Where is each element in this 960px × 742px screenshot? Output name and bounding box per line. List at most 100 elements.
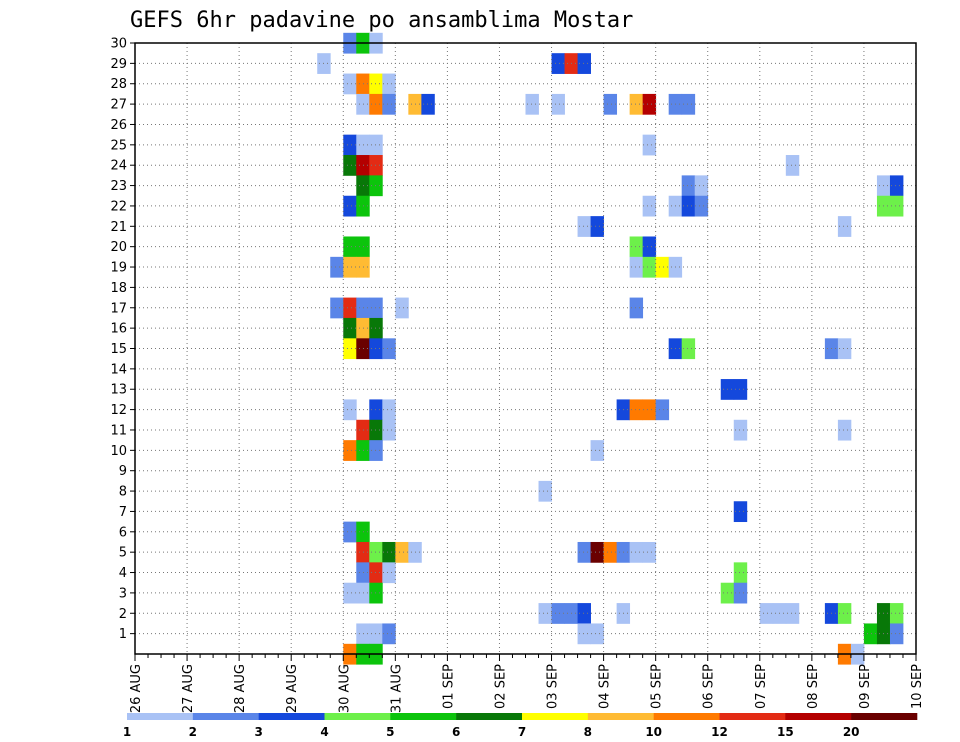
y-tick-label: 26	[110, 118, 127, 133]
legend-color-swatch	[192, 713, 259, 720]
heatmap-cell	[369, 582, 383, 604]
heatmap-cell	[382, 419, 396, 441]
heatmap-cell	[343, 195, 357, 217]
heatmap-cell	[681, 338, 696, 360]
y-tick-label: 10	[110, 444, 127, 459]
heatmap-cell	[382, 93, 396, 115]
x-tick-label: 08 SEP	[806, 664, 821, 709]
heatmap-cell	[577, 216, 591, 237]
y-tick-label: 16	[110, 322, 127, 337]
heatmap-cell	[538, 603, 552, 624]
heatmap-cell	[343, 256, 357, 278]
y-tick-label: 12	[110, 403, 127, 418]
heatmap-cell	[642, 134, 657, 156]
heatmap-cell	[629, 399, 644, 421]
heatmap-cell	[551, 53, 565, 74]
heatmap-cell	[343, 73, 357, 95]
heatmap-cell	[382, 562, 396, 584]
heatmap-cell	[343, 317, 357, 339]
heatmap-cell	[551, 93, 565, 115]
heatmap-cell	[889, 195, 904, 217]
legend-label: 20	[843, 725, 860, 739]
heatmap-cell	[733, 379, 748, 400]
heatmap-cell	[343, 236, 357, 258]
heatmap-cell	[382, 73, 396, 95]
heatmap-cell	[694, 175, 709, 197]
x-tick-label: 09 SEP	[858, 664, 873, 709]
heatmap-cell	[395, 541, 409, 563]
y-axis: 1234567891011121314151617181920212223242…	[110, 37, 135, 642]
heatmap-cell	[590, 623, 604, 645]
y-tick-label: 17	[110, 301, 127, 316]
heatmap-cell	[642, 236, 657, 258]
legend-color-swatch	[522, 713, 589, 720]
x-tick-label: 28 AUG	[233, 664, 248, 713]
heatmap-cell	[759, 603, 774, 624]
heatmap-cell	[356, 73, 370, 95]
heatmap-cell	[369, 562, 383, 584]
x-tick-label: 02 SEP	[493, 664, 508, 709]
y-tick-label: 27	[110, 98, 127, 113]
y-tick-label: 15	[110, 342, 127, 357]
legend-color-swatch	[653, 713, 720, 720]
heatmap-cell	[382, 399, 396, 421]
y-tick-label: 5	[119, 546, 127, 561]
heatmap-cell	[356, 236, 370, 258]
heatmap-cell	[369, 419, 383, 441]
heatmap-cell	[577, 541, 591, 563]
legend-label: 1	[123, 725, 131, 739]
y-tick-label: 25	[110, 138, 127, 153]
heatmap-cell	[330, 297, 344, 319]
heatmap-cell	[642, 195, 657, 217]
heatmap-cell	[629, 93, 644, 115]
heatmap-cell	[681, 93, 696, 115]
heatmap-cell	[681, 175, 696, 197]
legend-color-swatch	[258, 713, 325, 720]
heatmap-cell	[551, 603, 565, 624]
heatmap-cell	[356, 155, 370, 176]
y-tick-label: 29	[110, 57, 127, 72]
heatmap-cell	[733, 419, 748, 441]
x-tick-label: 10 SEP	[910, 664, 925, 709]
heatmap-cell	[343, 521, 357, 543]
heatmap-cell	[356, 562, 370, 584]
legend-label: 2	[189, 725, 197, 739]
heatmap-cell	[733, 582, 748, 604]
x-tick-label: 04 SEP	[598, 664, 613, 709]
legend-color-swatch	[785, 713, 852, 720]
heatmap-cell	[356, 440, 370, 461]
y-tick-label: 6	[119, 525, 127, 540]
y-tick-label: 2	[119, 607, 127, 622]
y-tick-label: 14	[110, 362, 127, 377]
heatmap-cell	[538, 480, 552, 502]
heatmap-cell	[356, 317, 370, 339]
y-tick-label: 20	[110, 240, 127, 255]
y-tick-label: 7	[119, 505, 127, 520]
heatmap-cell	[343, 297, 357, 319]
heatmap-cell	[356, 338, 370, 360]
heatmap-cell	[369, 297, 383, 319]
x-tick-label: 30 AUG	[337, 664, 352, 713]
legend-label: 8	[584, 725, 592, 739]
legend: 1 2 3 4 5 6 7 8 10 12 15 20	[123, 713, 918, 739]
heatmap-cell	[837, 216, 852, 237]
heatmap-cell	[642, 541, 657, 563]
heatmap-cell	[733, 562, 748, 584]
heatmap-cell	[421, 93, 435, 115]
heatmap-cell	[694, 195, 709, 217]
heatmap-cell	[369, 623, 383, 645]
legend-label: 3	[254, 725, 262, 739]
y-tick-label: 22	[110, 199, 127, 214]
legend-color-swatch	[127, 713, 194, 720]
chart-title: GEFS 6hr padavine po ansamblima Mostar	[130, 8, 633, 33]
heatmap-cell	[356, 195, 370, 217]
y-tick-label: 9	[119, 464, 127, 479]
heatmap-cell	[369, 440, 383, 461]
x-tick-label: 29 AUG	[285, 664, 300, 713]
heatmap-cell	[577, 623, 591, 645]
heatmap-cell	[382, 541, 396, 563]
x-tick-label: 03 SEP	[546, 664, 561, 709]
heatmap-cell	[343, 155, 357, 176]
heatmap-cell	[369, 134, 383, 156]
heatmap-cell	[343, 338, 357, 360]
